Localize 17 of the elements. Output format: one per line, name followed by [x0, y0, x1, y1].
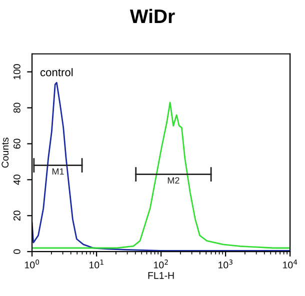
x-tick-label: 10$^{3}$: [218, 260, 232, 268]
x-tick-label: 10$^{0}$: [24, 260, 40, 268]
y-tick-label: 20: [13, 210, 20, 221]
x-tick-label: 10$^{2}$: [154, 260, 168, 268]
y-tick-label: 40: [13, 174, 20, 185]
chart-title: WiDr: [130, 8, 175, 23]
series-label: M2: [168, 177, 180, 184]
y-tick-label: 80: [13, 102, 20, 113]
y-tick-label: 0: [13, 249, 20, 254]
series-label: M1: [52, 168, 64, 175]
x-tick-label: 10$^{4}$: [283, 260, 298, 268]
x-tick-label: 10$^{1}$: [89, 260, 104, 268]
y-axis-title: Counts: [2, 138, 9, 168]
x-axis-title: FL1-H: [148, 272, 174, 279]
y-tick-label: 100: [13, 64, 20, 80]
y-tick-label: 60: [13, 138, 20, 149]
annotation: control: [40, 68, 73, 76]
